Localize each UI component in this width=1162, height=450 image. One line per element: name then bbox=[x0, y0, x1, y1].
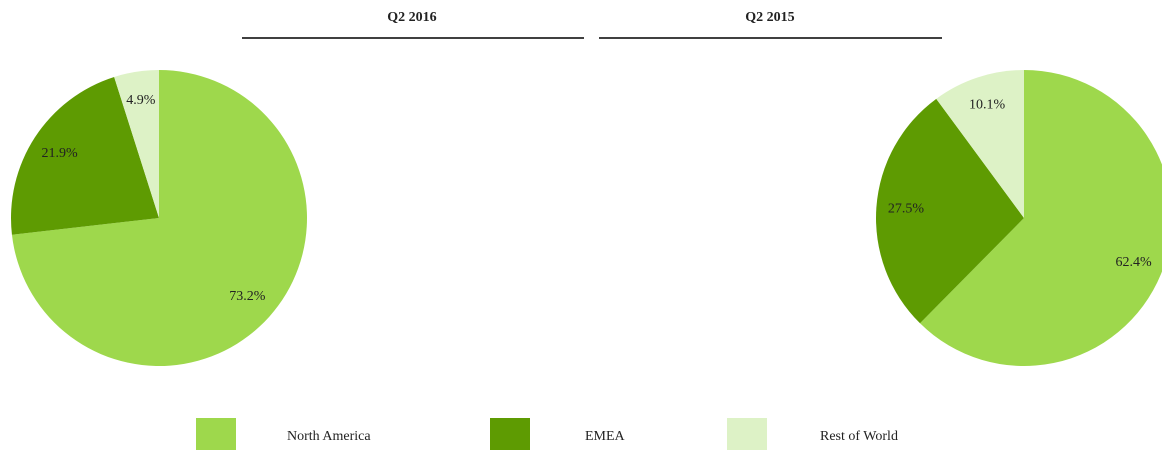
data-label: 10.1% bbox=[969, 98, 1006, 113]
legend-label: North America bbox=[287, 429, 371, 444]
data-label: 73.2% bbox=[229, 289, 266, 304]
data-label: 62.4% bbox=[1115, 255, 1152, 270]
pie-slice bbox=[936, 70, 1024, 218]
data-label: 4.9% bbox=[126, 93, 156, 108]
legend-swatch bbox=[196, 418, 236, 450]
chart-title: Q2 2015 bbox=[745, 10, 794, 25]
pie-slice bbox=[11, 76, 160, 235]
legend-label: EMEA bbox=[585, 429, 626, 444]
pie-slice bbox=[11, 70, 308, 366]
pie-slice bbox=[114, 70, 159, 218]
legend-swatch bbox=[490, 418, 530, 450]
data-label: 21.9% bbox=[42, 146, 79, 161]
chart-title: Q2 2016 bbox=[387, 10, 436, 25]
legend-swatch bbox=[727, 418, 767, 450]
legend-label: Rest of World bbox=[820, 429, 898, 444]
data-label: 27.5% bbox=[888, 202, 925, 217]
pie-slice bbox=[876, 98, 1024, 324]
pie-slice bbox=[920, 70, 1162, 366]
